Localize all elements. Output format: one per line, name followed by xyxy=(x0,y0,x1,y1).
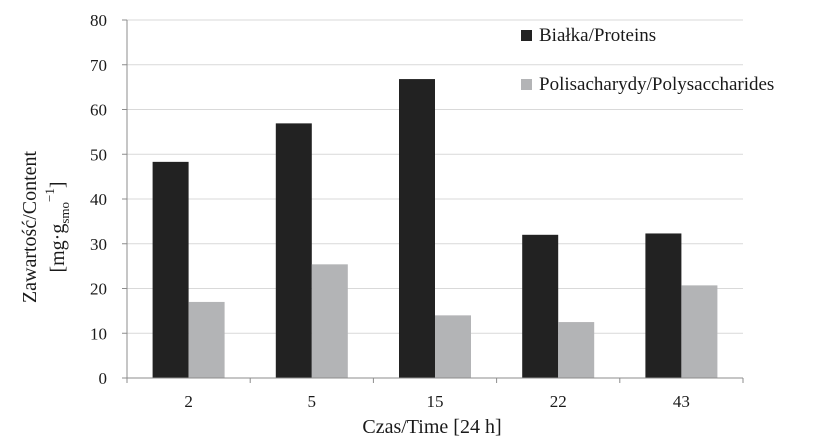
x-tick-label: 22 xyxy=(550,392,567,411)
y-tick-label: 80 xyxy=(90,11,107,30)
y-tick-label: 20 xyxy=(90,280,107,299)
legend: Białka/Proteins Polisacharydy/Polysacchar… xyxy=(521,25,774,95)
bar-polysaccharides xyxy=(435,315,471,378)
bar-proteins xyxy=(645,233,682,378)
legend-label: Białka/Proteins xyxy=(539,25,656,46)
y-tick-labels: 0 10 20 30 40 50 60 70 80 xyxy=(90,11,107,388)
x-tick-label: 43 xyxy=(673,392,690,411)
bar-proteins xyxy=(522,234,559,378)
x-axis-title: Czas/Time [24 h] xyxy=(362,416,501,438)
legend-swatch xyxy=(521,79,532,90)
y-tick-label: 40 xyxy=(90,190,107,209)
y-axis-title-line1: Zawartość/Content xyxy=(19,150,41,303)
y-axis-title: Zawartość/Content [mg·gsmo−1] xyxy=(19,150,72,303)
y-axis-unit-close: ] xyxy=(47,181,69,188)
legend-label: Polisacharydy/Polysaccharides xyxy=(539,74,774,95)
x-tick-labels: 2 5 15 22 43 xyxy=(184,392,690,411)
bar-polysaccharides xyxy=(311,264,348,378)
y-axis-unit-sub: smo xyxy=(57,202,72,224)
bar-proteins xyxy=(275,123,312,378)
bar-proteins xyxy=(152,161,189,378)
bar-proteins xyxy=(399,79,435,378)
bar-polysaccharides xyxy=(558,322,595,378)
y-tick-label: 50 xyxy=(90,145,107,164)
y-tick-label: 70 xyxy=(90,56,107,75)
y-tick-label: 60 xyxy=(90,101,107,120)
x-tick-label: 15 xyxy=(427,392,444,411)
bar-polysaccharides xyxy=(681,285,718,378)
y-axis-unit-open: [mg·g xyxy=(47,224,69,273)
y-axis-unit-sup: −1 xyxy=(42,188,57,202)
y-tick-label: 0 xyxy=(99,369,108,388)
x-tick-label: 2 xyxy=(184,392,193,411)
legend-swatch xyxy=(521,30,532,41)
y-tick-label: 10 xyxy=(90,324,107,343)
y-axis-title-unit: [mg·gsmo−1] xyxy=(42,181,72,272)
x-tick-label: 5 xyxy=(308,392,317,411)
axes xyxy=(122,19,744,383)
bars xyxy=(152,79,718,378)
bar-polysaccharides xyxy=(188,301,225,378)
y-tick-label: 30 xyxy=(90,235,107,254)
